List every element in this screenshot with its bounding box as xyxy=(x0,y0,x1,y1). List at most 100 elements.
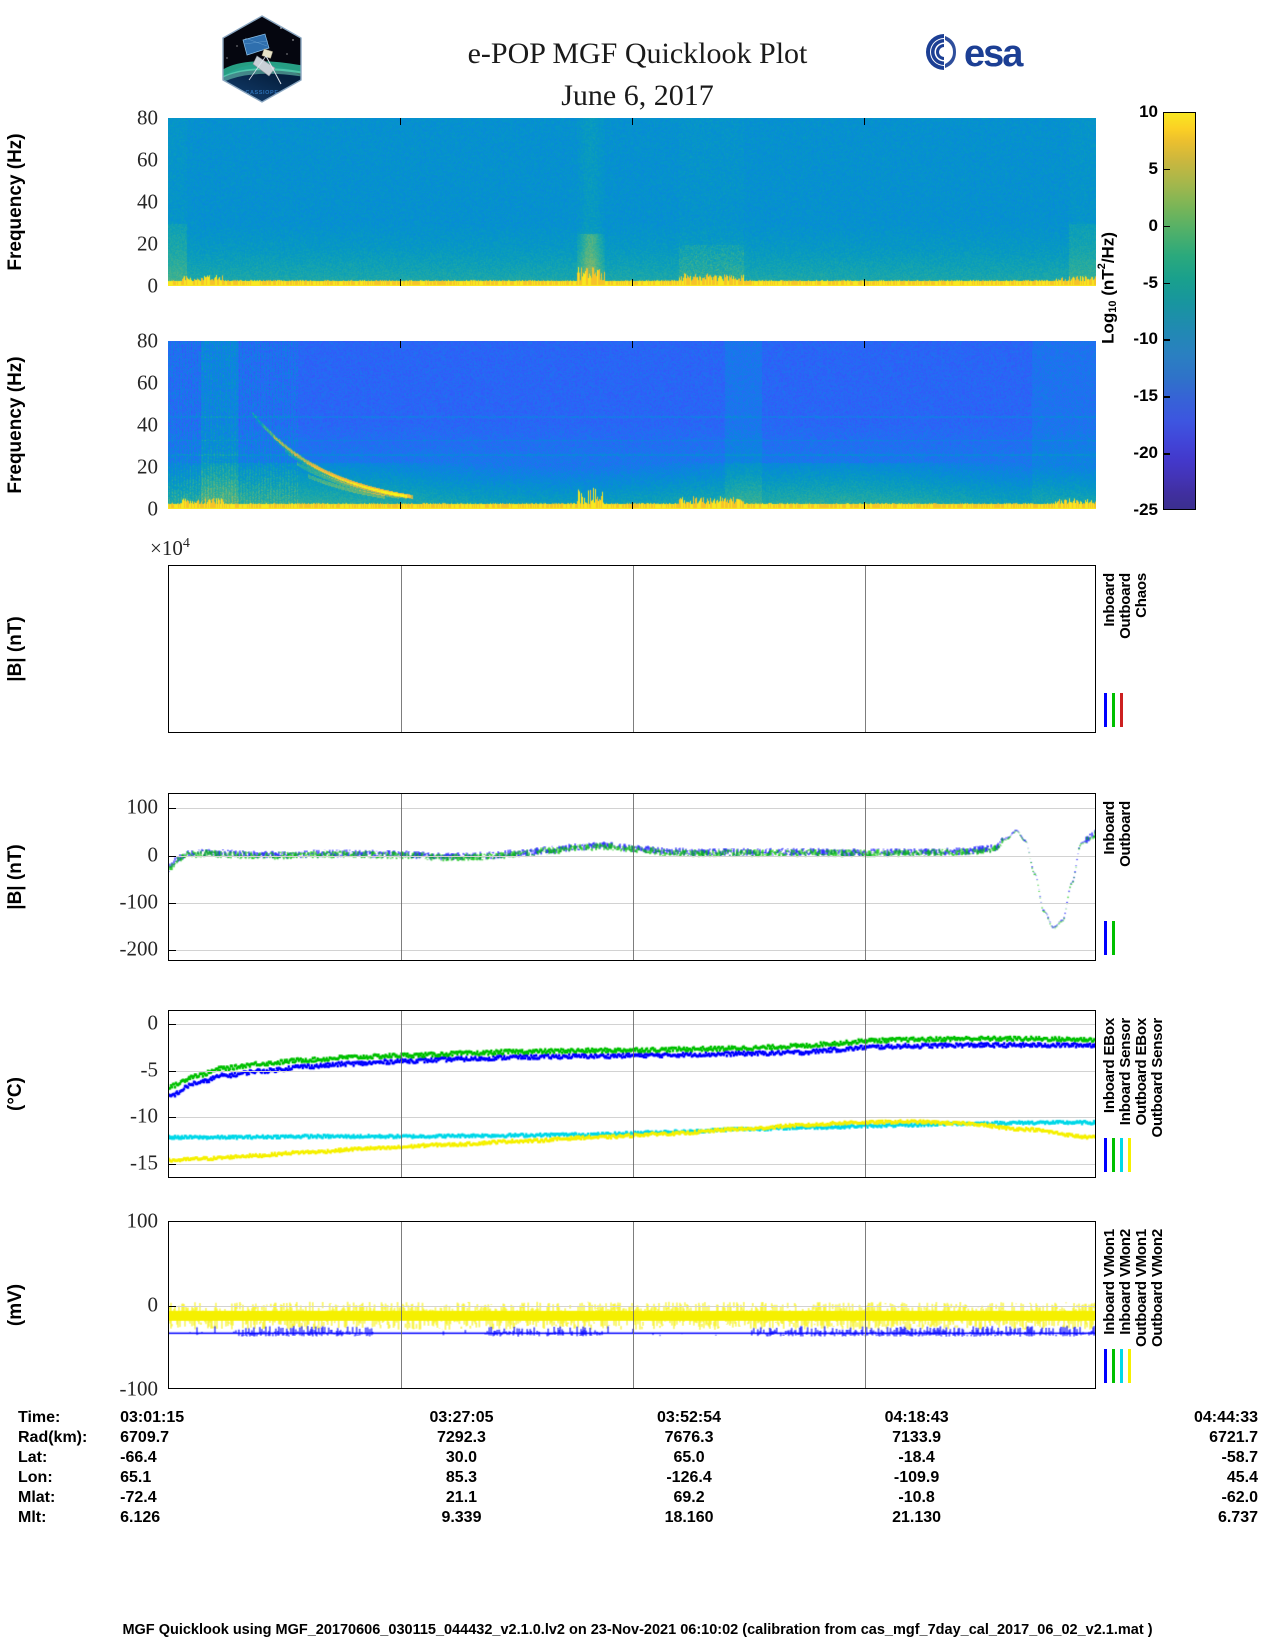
table-cell: 18.160 xyxy=(664,1509,714,1526)
legend-label: Inboard VMon2 xyxy=(1117,1229,1134,1335)
axes-outboard-spectrogram xyxy=(168,118,1096,286)
x-tick-mark xyxy=(864,341,865,348)
esa-logo: esa xyxy=(920,28,1045,76)
table-row-label: Mlt: xyxy=(18,1509,47,1526)
y-axis-unit-voltage: (mV) xyxy=(5,1283,26,1327)
y-tick-mark xyxy=(169,1117,176,1119)
colorbar-tick-label: -25 xyxy=(1133,500,1158,519)
gridline-horizontal xyxy=(169,902,1095,904)
y-tick-label-temperature: -15 xyxy=(130,1150,158,1175)
esa-logo-text: esa xyxy=(964,33,1024,75)
y-tick-label-outboard-spectrogram: 80 xyxy=(137,105,158,130)
table-row: Lat: -66.4 30.0 65.0 -18.4 -58.7 xyxy=(18,1448,1258,1468)
y-axis-unit-total-field: |B| (nT) xyxy=(5,616,26,682)
table-row: Mlat: -72.4 21.1 69.2 -10.8 -62.0 xyxy=(18,1488,1258,1508)
table-cell: -126.4 xyxy=(666,1469,712,1486)
legend-swatches-model-minus-measured xyxy=(1104,921,1115,955)
plot-canvas-outboard-spectrogram xyxy=(168,118,1096,286)
colorbar-label: Log10 (nT2/Hz) xyxy=(1096,232,1119,344)
legend-color-swatch xyxy=(1128,1138,1131,1172)
table-cell: -109.9 xyxy=(893,1469,940,1486)
table-cell: 9.339 xyxy=(441,1509,482,1526)
gridline-horizontal xyxy=(169,855,1095,857)
gridline-horizontal xyxy=(169,1306,1095,1307)
y-tick-label-temperature: 0 xyxy=(147,1010,159,1035)
x-tick-mark xyxy=(864,502,865,509)
table-cell: -10.8 xyxy=(898,1489,935,1506)
gridline-vertical xyxy=(865,1222,866,1388)
page-subtitle: June 6, 2017 xyxy=(561,79,714,112)
y-tick-mark xyxy=(169,950,176,952)
gridline-vertical xyxy=(633,794,634,960)
table-cell: 03:27:05 xyxy=(429,1409,494,1426)
legend-color-swatch xyxy=(1120,693,1123,727)
table-cell: 21.1 xyxy=(445,1489,478,1506)
y-tick-mark xyxy=(169,902,176,904)
legend-label: Outboard VMon2 xyxy=(1149,1229,1166,1348)
colorbar-tick-label: -5 xyxy=(1142,272,1158,292)
x-tick-mark xyxy=(400,279,401,286)
legend-label: Inboard xyxy=(1101,801,1118,855)
legend-swatches-voltage xyxy=(1104,1349,1131,1383)
gridline-vertical xyxy=(865,566,866,732)
y-tick-label-outboard-spectrogram: 60 xyxy=(137,147,158,172)
legend-color-swatch xyxy=(1112,693,1115,727)
legend-label: Inboard EBox xyxy=(1101,1018,1118,1114)
colorbar-label-rest-b: /Hz) xyxy=(1098,232,1118,264)
x-tick-mark xyxy=(632,502,633,509)
x-tick-mark xyxy=(400,502,401,509)
x-tick-mark xyxy=(864,118,865,125)
legend-color-swatch xyxy=(1112,1138,1115,1172)
y-tick-label-voltage: 0 xyxy=(147,1292,159,1317)
legend-label: Outboard Sensor xyxy=(1149,1018,1166,1138)
table-cell: 7676.3 xyxy=(664,1429,714,1446)
y-tick-mark xyxy=(169,855,176,857)
y-tick-label-voltage: 100 xyxy=(126,1208,159,1233)
table-row-label: Time: xyxy=(18,1409,61,1426)
table-cell: 7292.3 xyxy=(437,1429,486,1446)
colorbar-tick-label: -10 xyxy=(1133,329,1158,349)
y-tick-label-model-minus-measured: -200 xyxy=(119,936,159,961)
y-tick-label-inboard-spectrogram: 0 xyxy=(147,496,159,521)
y-axis-exponent-base: ×10 xyxy=(150,536,183,560)
table-cell: 6709.7 xyxy=(120,1429,170,1446)
table-cell: 7133.9 xyxy=(892,1429,942,1446)
colorbar-label-sub: 10 xyxy=(1107,300,1120,313)
gridline-vertical xyxy=(633,1222,634,1388)
legend-label: Outboard VMon1 xyxy=(1133,1229,1150,1348)
legend-model-minus-measured: Inboard Outboard xyxy=(1101,801,1134,867)
colorbar-label-rest-a: (nT xyxy=(1098,269,1118,301)
plot-canvas-total-field xyxy=(169,566,1095,732)
table-cell: -58.7 xyxy=(1221,1449,1258,1466)
legend-label: Inboard VMon1 xyxy=(1101,1229,1118,1335)
gridline-horizontal xyxy=(169,1024,1095,1026)
gridline-vertical xyxy=(865,794,866,960)
gridline-horizontal xyxy=(169,1117,1095,1119)
axes-voltage xyxy=(168,1221,1096,1389)
table-cell: 04:44:33 xyxy=(1193,1409,1258,1426)
gridline-horizontal xyxy=(169,1070,1095,1072)
colorbar-tick-mark xyxy=(1163,339,1170,341)
axes-temperature xyxy=(168,1010,1096,1178)
table-cell: 03:01:15 xyxy=(120,1409,185,1426)
legend-color-swatch xyxy=(1120,1349,1123,1383)
table-cell: -72.4 xyxy=(120,1489,157,1506)
plot-canvas-temperature xyxy=(169,1011,1095,1177)
table-row-label: Lat: xyxy=(18,1449,48,1466)
footer-note: MGF Quicklook using MGF_20170606_030115_… xyxy=(122,1622,1153,1638)
legend-color-swatch xyxy=(1104,693,1107,727)
y-tick-label-outboard-spectrogram: 0 xyxy=(147,273,159,298)
legend-color-swatch xyxy=(1104,1349,1107,1383)
y-tick-label-inboard-spectrogram: 80 xyxy=(137,328,158,353)
plot-canvas-inboard-spectrogram xyxy=(168,341,1096,509)
x-tick-mark xyxy=(400,341,401,348)
y-tick-label-model-minus-measured: 100 xyxy=(126,794,159,819)
legend-color-swatch xyxy=(1120,1138,1123,1172)
page-title: e-POP MGF Quicklook Plot xyxy=(467,37,808,70)
y-axis-unit-inboard-spectrogram: Frequency (Hz) xyxy=(5,356,26,494)
table-cell: 85.3 xyxy=(445,1469,478,1486)
colorbar-tick-label: 5 xyxy=(1148,158,1158,178)
table-cell: 6.126 xyxy=(120,1509,161,1526)
axes-model-minus-measured xyxy=(168,793,1096,961)
colorbar-tick-mark xyxy=(1163,282,1170,285)
